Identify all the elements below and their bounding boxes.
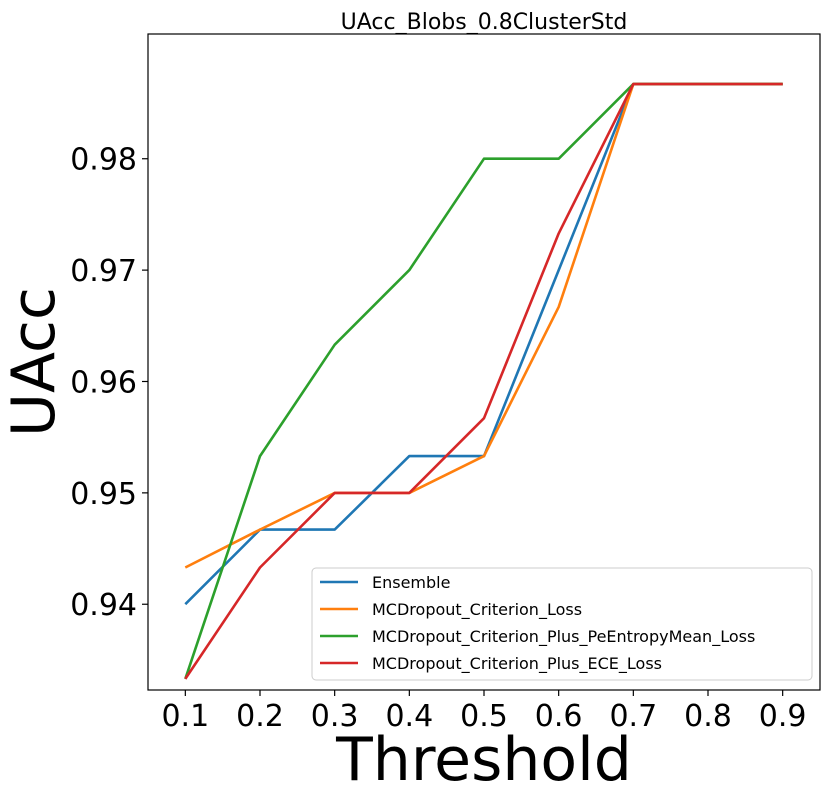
y-axis-ticks: 0.94 0.95 0.96 0.97 0.98 [70, 143, 148, 623]
x-tick-label: 0.8 [684, 699, 732, 734]
x-tick-label: 0.7 [609, 699, 657, 734]
y-tick-label: 0.97 [70, 254, 137, 289]
legend-label-3: MCDropout_Criterion_Plus_ECE_Loss [372, 654, 662, 674]
chart-title: UAcc_Blobs_0.8ClusterStd [341, 10, 628, 35]
legend-label-2: MCDropout_Criterion_Plus_PeEntropyMean_L… [372, 627, 755, 647]
legend-label-1: MCDropout_Criterion_Loss [372, 600, 582, 620]
x-axis-label: Threshold [335, 725, 632, 795]
y-tick-label: 0.96 [70, 365, 137, 400]
x-tick-label: 0.2 [236, 699, 284, 734]
x-tick-label: 0.5 [460, 699, 508, 734]
legend-label-0: Ensemble [372, 573, 450, 592]
x-tick-label: 0.1 [161, 699, 209, 734]
legend-box [311, 567, 813, 681]
legend: Ensemble MCDropout_Criterion_Loss MCDropou… [311, 567, 813, 681]
series-layer [184, 82, 783, 680]
series-line-1 [184, 82, 783, 569]
y-tick-label: 0.95 [70, 477, 137, 512]
x-tick-label: 0.9 [759, 699, 807, 734]
x-axis-ticks: 0.1 0.2 0.3 0.4 0.5 0.6 0.7 0.8 0.9 [161, 690, 807, 734]
x-tick-label: 0.6 [535, 699, 583, 734]
x-tick-label: 0.4 [385, 699, 433, 734]
y-axis-label: UAcc [0, 287, 69, 437]
series-line-0 [184, 82, 783, 606]
y-tick-label: 0.94 [70, 588, 137, 623]
x-tick-label: 0.3 [311, 699, 359, 734]
y-tick-label: 0.98 [70, 143, 137, 178]
series-line-3 [184, 82, 783, 680]
